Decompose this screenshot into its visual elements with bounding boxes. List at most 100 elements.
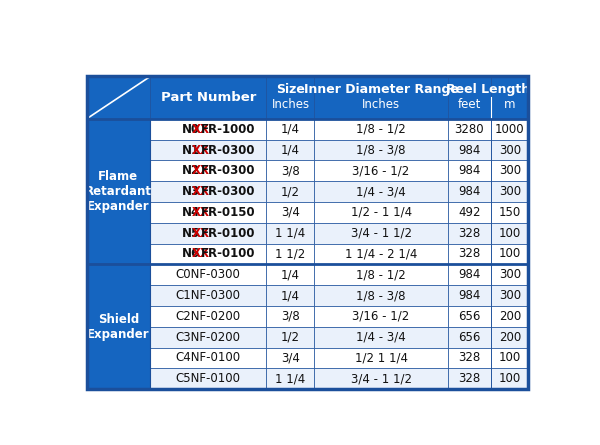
Bar [448, 264, 491, 285]
Bar [266, 77, 314, 119]
Text: FR-0300: FR-0300 [201, 185, 256, 198]
Bar [314, 161, 448, 181]
Text: 100: 100 [499, 352, 521, 364]
Text: 656: 656 [458, 331, 481, 344]
Bar [448, 77, 491, 119]
Text: 984: 984 [458, 289, 481, 302]
Bar [491, 348, 529, 368]
Bar [150, 181, 266, 202]
Text: 328: 328 [458, 352, 481, 364]
Bar [314, 243, 448, 264]
Bar [491, 327, 529, 348]
Text: C2NF-0200: C2NF-0200 [176, 310, 241, 323]
Text: FR-0150: FR-0150 [201, 206, 256, 219]
Text: 1 1/2: 1 1/2 [275, 247, 305, 260]
Bar [266, 327, 314, 348]
Text: 3/16 - 1/2: 3/16 - 1/2 [353, 164, 410, 177]
Text: 300: 300 [499, 185, 521, 198]
Text: C0NF-0300: C0NF-0300 [176, 268, 241, 281]
Text: Inner Diameter Range: Inner Diameter Range [304, 83, 458, 96]
Text: N0: N0 [182, 123, 200, 136]
Text: 150: 150 [499, 206, 521, 219]
Text: Shield
Expander: Shield Expander [87, 313, 150, 341]
Text: 1/4: 1/4 [281, 289, 300, 302]
Text: 3/4 - 1 1/2: 3/4 - 1 1/2 [350, 227, 412, 240]
Text: 328: 328 [458, 247, 481, 260]
Bar [448, 348, 491, 368]
Text: Inches: Inches [271, 98, 310, 111]
Bar [448, 202, 491, 223]
Bar [314, 77, 448, 119]
Text: 984: 984 [458, 268, 481, 281]
Bar [266, 161, 314, 181]
Bar [448, 140, 491, 161]
Text: 1/4 - 3/4: 1/4 - 3/4 [356, 185, 406, 198]
Text: 300: 300 [499, 164, 521, 177]
Bar [314, 327, 448, 348]
Text: 1/4 - 3/4: 1/4 - 3/4 [356, 331, 406, 344]
Text: 3/8: 3/8 [281, 164, 300, 177]
Text: N3: N3 [182, 185, 200, 198]
Text: XX: XX [191, 227, 209, 240]
Bar [491, 181, 529, 202]
Text: XX: XX [191, 206, 209, 219]
Bar [448, 368, 491, 389]
Text: 984: 984 [458, 185, 481, 198]
Bar [448, 223, 491, 243]
Bar [448, 161, 491, 181]
Bar [150, 306, 266, 327]
Bar [314, 368, 448, 389]
Bar [314, 306, 448, 327]
Text: FR-0100: FR-0100 [201, 227, 256, 240]
Text: feet: feet [458, 98, 481, 111]
Text: 3/8: 3/8 [281, 310, 300, 323]
Bar [491, 119, 529, 140]
Text: 328: 328 [458, 372, 481, 385]
Bar [150, 348, 266, 368]
Bar [266, 140, 314, 161]
Bar [448, 181, 491, 202]
Text: 1/4: 1/4 [281, 123, 300, 136]
Bar [314, 119, 448, 140]
Text: 656: 656 [458, 310, 481, 323]
Bar [266, 181, 314, 202]
Text: 1/4: 1/4 [281, 268, 300, 281]
Text: 1000: 1000 [495, 123, 524, 136]
Text: C5NF-0100: C5NF-0100 [176, 372, 241, 385]
Text: Inches: Inches [362, 98, 400, 111]
Bar [314, 223, 448, 243]
Bar [150, 119, 266, 140]
Bar [314, 181, 448, 202]
Text: 200: 200 [499, 331, 521, 344]
Bar [314, 202, 448, 223]
Bar [491, 140, 529, 161]
Text: XX: XX [191, 144, 209, 157]
Text: C3NF-0200: C3NF-0200 [176, 331, 241, 344]
Bar [491, 77, 529, 119]
Text: Part Number: Part Number [161, 91, 256, 104]
Text: XX: XX [191, 164, 209, 177]
Text: 1 1/4 - 2 1/4: 1 1/4 - 2 1/4 [345, 247, 418, 260]
Text: 3/4: 3/4 [281, 206, 300, 219]
Bar [314, 285, 448, 306]
Text: 3/16 - 1/2: 3/16 - 1/2 [353, 310, 410, 323]
Bar [448, 243, 491, 264]
Text: 1 1/4: 1 1/4 [275, 227, 305, 240]
Text: 300: 300 [499, 289, 521, 302]
Text: 100: 100 [499, 372, 521, 385]
Bar [491, 264, 529, 285]
Text: 100: 100 [499, 227, 521, 240]
Bar [266, 306, 314, 327]
Bar [448, 119, 491, 140]
Text: C1NF-0300: C1NF-0300 [176, 289, 241, 302]
Text: 100: 100 [499, 247, 521, 260]
Bar [266, 223, 314, 243]
Bar [266, 368, 314, 389]
Bar [150, 223, 266, 243]
Bar [314, 348, 448, 368]
Bar [150, 202, 266, 223]
Text: 1/4: 1/4 [281, 144, 300, 157]
Bar [150, 264, 266, 285]
Bar [314, 140, 448, 161]
Text: 1/8 - 3/8: 1/8 - 3/8 [356, 289, 406, 302]
